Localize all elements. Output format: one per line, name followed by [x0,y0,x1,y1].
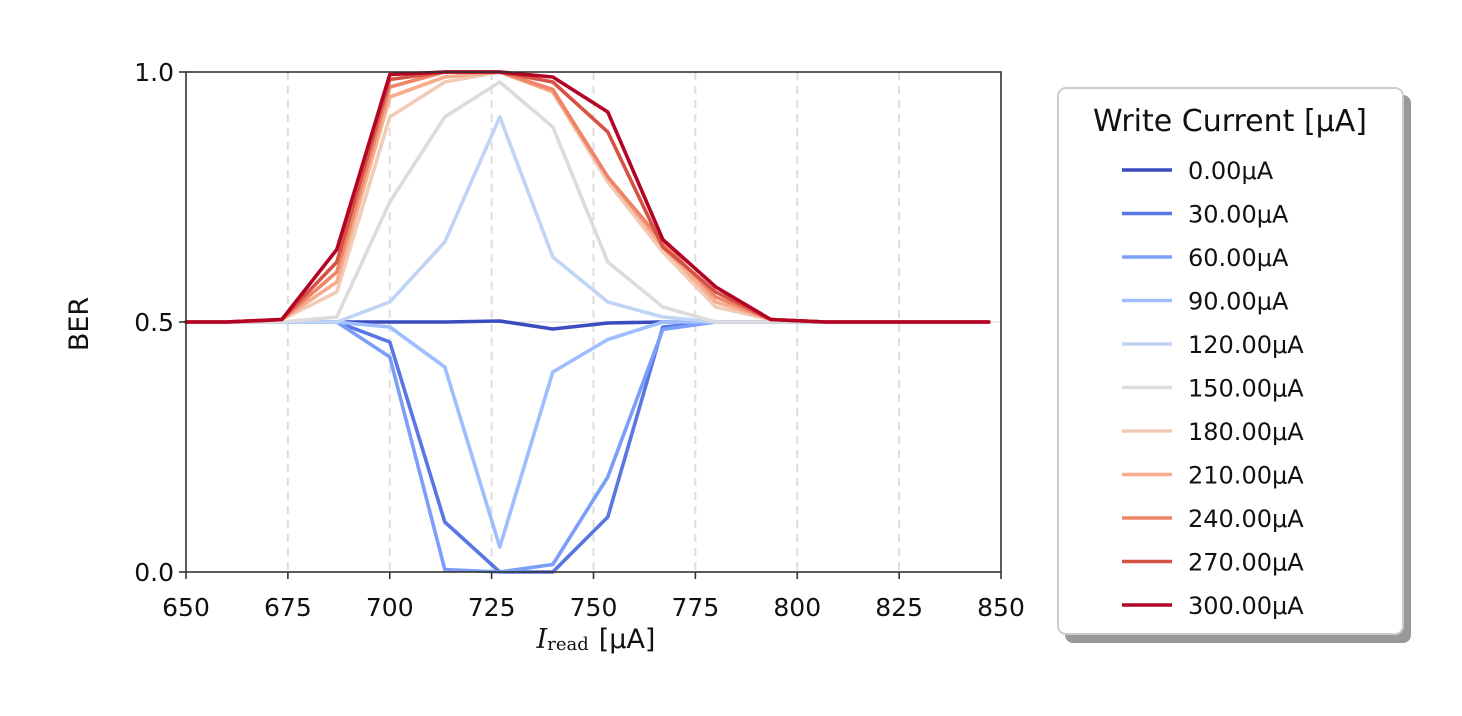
x-tick-label: 700 [366,593,414,622]
x-tick-label: 850 [977,593,1025,622]
x-axis-label-unit: [μA] [599,624,656,655]
x-axis-label-subscript: read [547,634,589,655]
x-tick-label: 675 [264,593,312,622]
legend-label: 270.00μA [1188,549,1304,577]
x-axis-label: Iread [μA] [536,624,656,655]
legend-label: 30.00μA [1188,201,1289,229]
legend-label: 60.00μA [1188,244,1289,272]
x-tick-label: 725 [468,593,516,622]
legend-label: 150.00μA [1188,375,1304,403]
legend-title: Write Current [μA] [1093,104,1367,139]
x-tick-label: 775 [672,593,720,622]
y-axis-ticks: 0.0 0.5 1.0 [134,58,186,587]
y-tick-label: 0.5 [134,308,174,337]
legend-label: 210.00μA [1188,462,1304,490]
legend-label: 120.00μA [1188,331,1304,359]
series-lines [184,70,991,574]
legend-box [1057,87,1404,635]
y-tick-label: 1.0 [134,58,174,87]
series-line-300.00μA [184,70,991,324]
legend: Write Current [μA] 0.00μA 30.00μA 60.00μA 9… [1057,87,1411,643]
x-axis-label-symbol: I [536,624,549,655]
x-tick-label: 800 [773,593,821,622]
legend-entries: 0.00μA 30.00μA 60.00μA 90.00μA 120.00μA 150.0… [1122,157,1304,620]
x-tick-label: 650 [162,593,210,622]
x-axis-ticks: 650 675 700 725 750 775 800 825 850 [162,572,1025,622]
plot-area: 650 675 700 725 750 775 800 825 850 0.0 0.5 1.0 [134,58,1025,622]
y-tick-label: 0.0 [134,558,174,587]
legend-label: 90.00μA [1188,288,1289,316]
y-axis-label: BER [64,297,95,351]
legend-label: 180.00μA [1188,418,1304,446]
legend-label: 300.00μA [1188,592,1304,620]
legend-label: 240.00μA [1188,505,1304,533]
x-tick-label: 750 [570,593,618,622]
x-tick-label: 825 [875,593,923,622]
legend-label: 0.00μA [1188,157,1274,185]
